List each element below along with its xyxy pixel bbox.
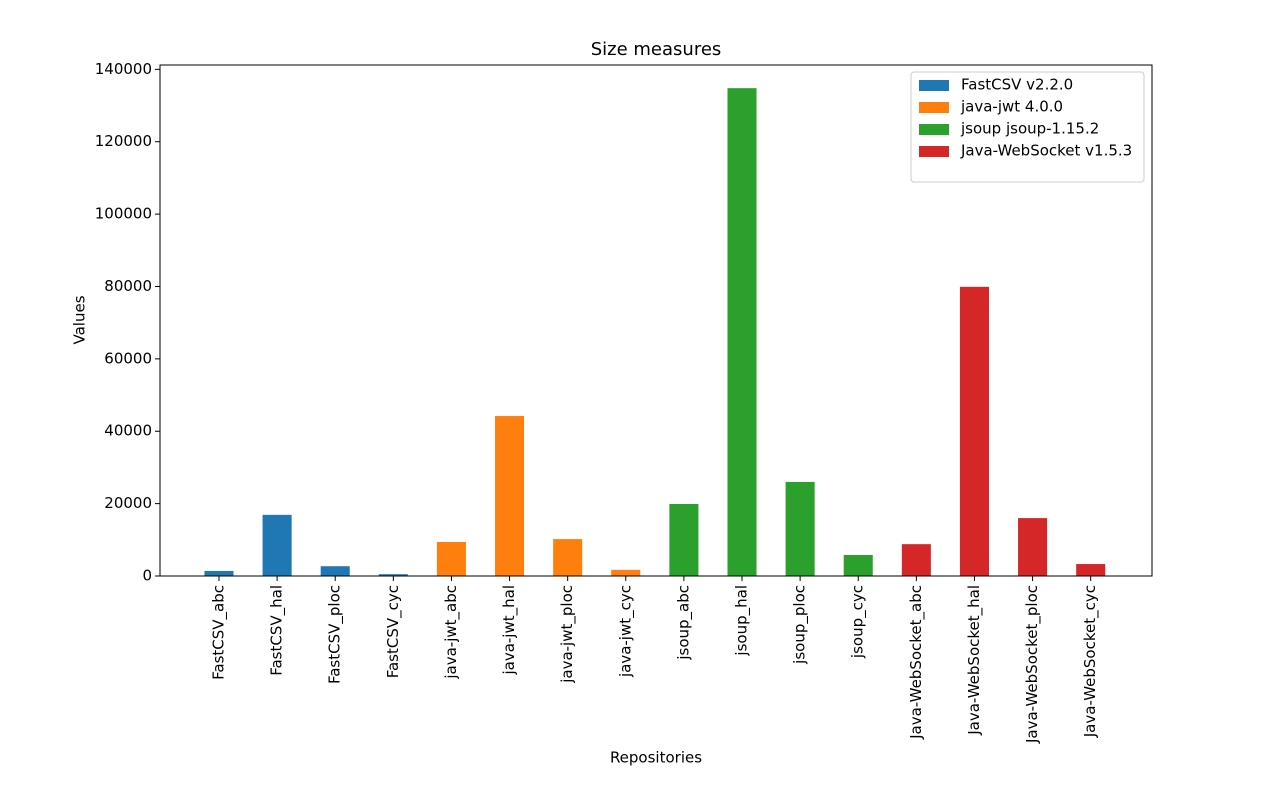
x-tick-label: java-jwt_cyc [616,585,635,678]
x-tick-label: jsoup_ploc [791,585,810,665]
legend-swatch [919,146,949,157]
x-tick-label: java-jwt_hal [500,585,519,676]
bar [553,539,583,576]
x-axis-label: Repositories [610,749,702,767]
x-tick-label: Java-WebSocket_abc [907,585,926,740]
bar [959,286,989,576]
legend-label: Java-WebSocket v1.5.3 [960,142,1132,160]
bar [204,570,234,576]
x-tick-label: Java-WebSocket_cyc [1081,585,1100,738]
x-tick-label: FastCSV_cyc [384,585,403,678]
plot-frame [159,64,1153,577]
bar [727,88,757,577]
bar [262,514,292,576]
y-tick-label: 120000 [95,132,152,150]
legend-swatch [919,124,949,135]
bar [611,569,641,576]
bar [1076,564,1106,576]
bar [785,481,815,576]
legend-swatch [919,102,949,113]
y-tick-label: 140000 [95,60,152,78]
bar [901,544,931,576]
bar [669,503,699,576]
y-tick-label: 80000 [104,277,152,295]
x-tick-label: Java-WebSocket_ploc [1023,585,1042,744]
bar [1018,518,1048,576]
x-tick-label: jsoup_hal [733,585,752,657]
x-tick-label: FastCSV_ploc [326,585,345,684]
legend-label: java-jwt 4.0.0 [960,98,1063,116]
legend-swatch [919,80,949,91]
x-tick-label: FastCSV_abc [209,585,228,680]
bar [436,541,466,576]
y-tick-label: 0 [142,567,152,585]
y-tick-label: 40000 [104,422,152,440]
y-tick-label: 20000 [104,494,152,512]
legend-label: FastCSV v2.2.0 [961,76,1073,94]
bar [495,416,525,576]
bar [320,566,350,576]
x-tick-label: FastCSV_hal [268,585,287,676]
y-axis-label: Values [71,295,89,344]
y-tick-label: 100000 [95,205,152,223]
x-tick-label: java-jwt_ploc [558,585,577,684]
x-tick-label: Java-WebSocket_hal [965,585,984,736]
chart-title: Size measures [591,39,722,60]
x-tick-label: jsoup_abc [674,585,693,661]
legend-label: jsoup jsoup-1.15.2 [960,120,1099,138]
bar [843,555,873,576]
legend-frame [910,71,1145,183]
x-tick-label: jsoup_cyc [849,585,868,659]
y-tick-label: 60000 [104,349,152,367]
legend: FastCSV v2.2.0 java-jwt 4.0.0 jsoup jsoup-… [910,71,1145,183]
x-tick-label: java-jwt_abc [442,585,461,680]
bar [378,574,408,576]
